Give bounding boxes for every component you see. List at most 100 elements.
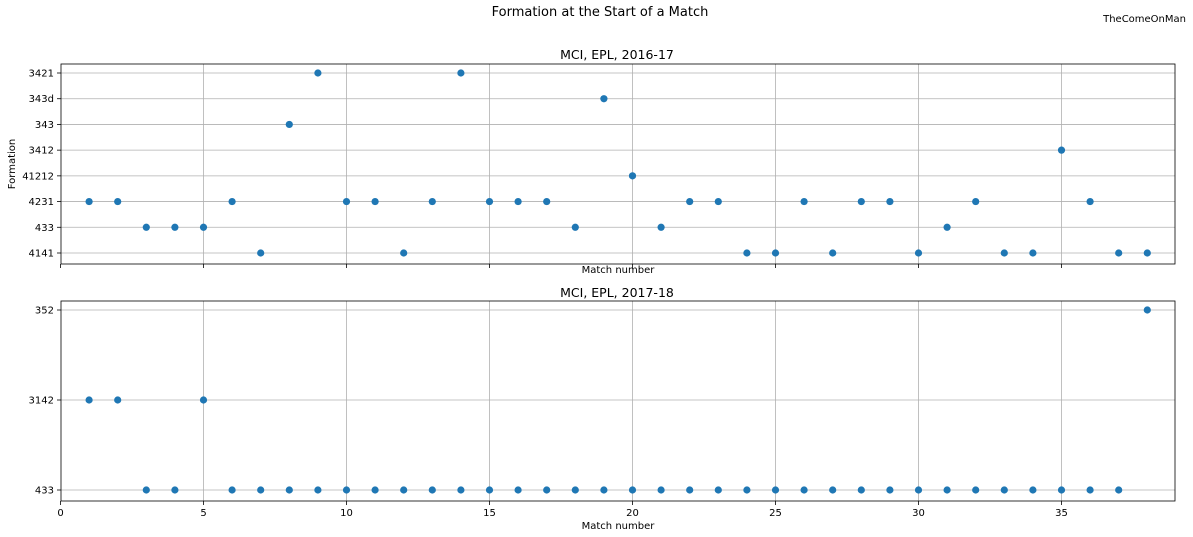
data-point — [199, 396, 208, 404]
figure-suptitle: Formation at the Start of a Match — [491, 5, 709, 20]
data-point — [485, 197, 494, 206]
data-point — [257, 486, 265, 494]
data-point — [943, 223, 951, 231]
data-point — [829, 249, 837, 257]
data-point — [829, 486, 837, 494]
data-point — [142, 223, 150, 231]
y-axis-label: Formation — [7, 139, 18, 189]
data-point — [857, 197, 865, 206]
data-point — [600, 486, 608, 494]
data-point — [342, 197, 351, 206]
x-axis-label: Match number — [582, 521, 656, 532]
data-point — [228, 486, 236, 494]
plot-frame — [60, 300, 1176, 502]
data-point — [85, 197, 93, 206]
data-point — [886, 486, 894, 494]
data-point — [914, 486, 923, 494]
data-point — [571, 223, 579, 231]
data-point — [857, 486, 865, 494]
data-point — [800, 197, 808, 206]
data-point — [142, 486, 150, 494]
x-tick-label: 30 — [912, 508, 925, 519]
data-point — [1143, 306, 1151, 314]
data-point — [114, 197, 122, 206]
data-point — [457, 69, 465, 77]
data-point — [972, 197, 980, 206]
x-tick-label: 5 — [200, 508, 206, 519]
y-axis-ticks: 433 3142 352 — [29, 306, 61, 497]
data-point — [943, 486, 951, 494]
data-point — [400, 486, 408, 494]
y-tick-label: 343 — [35, 120, 54, 131]
y-axis-ticks: 4141 433 4231 41212 3412 343 343d 3421 — [22, 69, 61, 260]
y-tick-label: 3421 — [29, 69, 54, 80]
x-tick-label: 0 — [57, 508, 63, 519]
x-tick-label: 25 — [769, 508, 782, 519]
y-tick-label: 3412 — [29, 146, 54, 157]
data-point — [342, 486, 351, 494]
y-tick-label: 3142 — [29, 396, 54, 407]
data-point — [628, 172, 637, 180]
data-point — [657, 223, 665, 231]
data-point — [1086, 197, 1094, 206]
x-tick-label: 20 — [626, 508, 639, 519]
data-point — [514, 486, 522, 494]
data-point — [114, 396, 122, 404]
data-point — [314, 69, 322, 77]
subplot-title: MCI, EPL, 2016-17 — [560, 47, 674, 62]
data-point — [771, 249, 780, 257]
data-point — [371, 486, 379, 494]
data-point — [400, 249, 408, 257]
data-point — [1029, 249, 1037, 257]
data-point — [686, 197, 694, 206]
data-point — [714, 486, 722, 494]
y-tick-label: 41212 — [22, 171, 54, 182]
data-point — [600, 95, 608, 103]
figure-credit: TheComeOnMan — [1103, 14, 1186, 25]
data-point — [1143, 249, 1151, 257]
data-point — [914, 249, 923, 257]
data-point — [371, 197, 379, 206]
x-tick-label: 35 — [1055, 508, 1068, 519]
data-point — [1057, 146, 1066, 154]
data-point — [199, 223, 208, 231]
x-tick-label: 10 — [340, 508, 353, 519]
subplot-2017-18: MCI, EPL, 2017-18 433 3142 352 0 5 10 15 20 25 3… — [29, 285, 1176, 532]
data-point — [543, 197, 551, 206]
data-point — [428, 486, 436, 494]
data-points — [85, 69, 1151, 257]
data-point — [1115, 486, 1123, 494]
data-point — [1029, 486, 1037, 494]
data-point — [657, 486, 665, 494]
y-tick-label: 343d — [29, 94, 54, 105]
x-axis-label: Match number — [582, 265, 656, 276]
data-point — [743, 486, 751, 494]
data-point — [1057, 486, 1066, 494]
data-point — [514, 197, 522, 206]
subplot-2016-17: MCI, EPL, 2016-17 4141 433 4231 41212 3412 34… — [7, 47, 1176, 276]
x-axis-ticks — [60, 264, 1062, 268]
data-point — [1115, 249, 1123, 257]
data-points — [85, 306, 1151, 494]
data-point — [428, 197, 436, 206]
data-point — [314, 486, 322, 494]
y-tick-label: 352 — [35, 306, 54, 317]
data-point — [686, 486, 694, 494]
data-point — [171, 223, 179, 231]
x-axis-ticks: 0 5 10 15 20 25 30 35 — [57, 501, 1068, 519]
y-tick-label: 433 — [35, 223, 54, 234]
data-point — [543, 486, 551, 494]
data-point — [571, 486, 579, 494]
data-point — [886, 197, 894, 206]
data-point — [771, 486, 780, 494]
data-point — [1086, 486, 1094, 494]
data-point — [1000, 486, 1008, 494]
data-point — [800, 486, 808, 494]
data-point — [228, 197, 236, 206]
y-tick-label: 4141 — [29, 249, 54, 260]
data-point — [171, 486, 179, 494]
data-point — [1000, 249, 1008, 257]
y-tick-label: 433 — [35, 486, 54, 497]
data-point — [457, 486, 465, 494]
